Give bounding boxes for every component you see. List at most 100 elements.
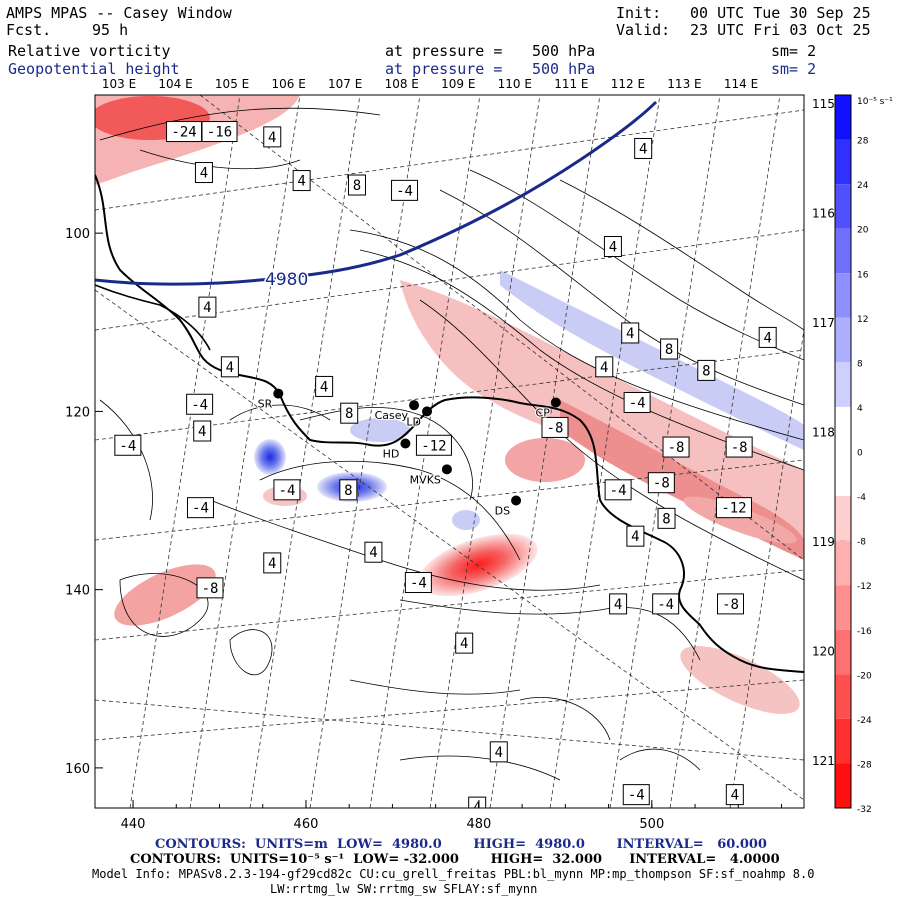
station-marker	[511, 495, 522, 506]
contour-value-label: 4	[263, 126, 282, 148]
contour-label-box	[626, 525, 645, 547]
contour-value-label: 4	[603, 236, 622, 258]
contour-label-text: -8	[668, 440, 685, 456]
contour-label-box	[193, 420, 212, 442]
contour-label-box	[455, 632, 474, 654]
vorticity-negative-area-5	[683, 496, 797, 544]
contour-label-text: 4	[200, 166, 208, 182]
colorbar-swatch	[835, 228, 851, 274]
contour-value-label: 4	[725, 784, 744, 806]
y-tick-label: 160	[65, 762, 90, 777]
station-label: HD	[383, 447, 400, 460]
contour-value-label: -4	[622, 784, 650, 806]
contour-value-label: -12	[715, 497, 752, 519]
contour-label-box	[263, 126, 282, 148]
field2-smoothing: sm= 2	[771, 60, 817, 78]
footer-model-physics: LW:rrtmg_lw SW:rrtmg_sw SFLAY:sf_mynn	[270, 882, 538, 896]
contour-value-label: 4	[194, 162, 213, 184]
contour-label-box	[415, 434, 452, 456]
contour-value-label: 4	[595, 356, 614, 378]
contour-value-label: 8	[347, 174, 366, 196]
field2-level: 500 hPa	[532, 60, 596, 78]
contour-label-box	[364, 541, 383, 563]
contour-label-text: 8	[665, 342, 673, 358]
field2-name: Geopotential height	[8, 60, 180, 78]
contour-label-text: -4	[628, 788, 645, 804]
contour-label-text: 4	[639, 141, 647, 157]
contour-value-label: 4	[193, 420, 212, 442]
colorbar-tick-label: 0	[857, 449, 863, 459]
contour-label-box	[725, 436, 753, 458]
field2-level-label: at pressure =	[385, 60, 503, 78]
fcst-label: Fcst.	[6, 21, 52, 39]
station-marker	[441, 464, 452, 475]
contour-label-text: 4	[614, 597, 622, 613]
init-label: Init:	[616, 4, 662, 22]
vorticity-negative-max	[418, 533, 538, 597]
top-longitude-label: 104 E	[158, 77, 192, 91]
colorbar-swatch	[835, 674, 851, 719]
contour-label-box	[621, 322, 640, 344]
colorbar-tick-label: 16	[857, 270, 869, 280]
contour-label-box	[347, 174, 366, 196]
station-label: MVKS	[410, 473, 441, 486]
colorbar-tick-label: -24	[857, 716, 872, 726]
contour-value-label: 4	[198, 296, 217, 318]
station-marker	[422, 406, 433, 417]
contour-value-label: 4	[621, 322, 640, 344]
top-longitude-label: 114 E	[724, 77, 758, 91]
contour-label-text: 4	[268, 130, 276, 146]
contour-label-text: -16	[207, 125, 232, 141]
contour-value-label: -4	[623, 391, 651, 413]
contour-label-text: 8	[702, 363, 710, 379]
contour-label-box	[340, 402, 359, 424]
colorbar-swatch	[835, 139, 851, 185]
station-label: Casey	[375, 409, 409, 422]
contour-label-box	[634, 137, 653, 159]
colorbar-tick-label: -32	[857, 805, 872, 815]
colorbar-unit-label: 10⁻⁵ s⁻¹	[857, 97, 893, 107]
contour-value-label: -4	[652, 593, 680, 615]
vorticity-negative-area-3	[505, 438, 585, 482]
top-longitude-label: 112 E	[611, 77, 645, 91]
contour-label-text: 4	[226, 360, 234, 376]
contour-value-label: -8	[647, 472, 675, 494]
contour-label-text: -4	[396, 183, 413, 199]
contour-value-label: 4	[489, 741, 508, 763]
contour-label-text: -4	[629, 395, 646, 411]
contour-label-text: -4	[657, 597, 674, 613]
colorbar-tick-label: 8	[857, 359, 863, 369]
contour-value-label: -4	[186, 497, 214, 519]
contour-value-label: 4	[455, 632, 474, 654]
top-longitude-label: 110 E	[498, 77, 532, 91]
vorticity-positive-area-4	[452, 510, 480, 530]
station-marker	[273, 388, 284, 399]
y-tick-label: 100	[65, 227, 90, 242]
contour-label-box	[541, 416, 569, 438]
x-axis: 440 460 480 500	[121, 800, 783, 832]
top-longitude-label: 105 E	[215, 77, 249, 91]
contour-label-box	[292, 170, 311, 192]
contour-label-text: 4	[731, 788, 739, 804]
colorbar-tick-label: 24	[857, 181, 869, 191]
colorbar-tick-label: -8	[857, 538, 866, 548]
contour-value-label: -16	[201, 121, 238, 143]
contour-label-text: 8	[344, 483, 352, 499]
colorbar-swatch	[835, 763, 851, 808]
colorbar-swatch	[835, 629, 851, 675]
contour-value-label: 4	[609, 593, 628, 615]
contour-label-box	[489, 741, 508, 763]
colorbar-swatch	[835, 540, 851, 586]
station-label: CP	[536, 406, 551, 419]
contour-label-box	[622, 784, 650, 806]
top-longitude-label: 103 E	[102, 77, 136, 91]
init-value: 00 UTC Tue 30 Sep 25	[690, 4, 871, 22]
contour-label-box	[114, 434, 142, 456]
contour-label-text: -4	[610, 483, 627, 499]
y-tick-label: 120	[65, 405, 90, 420]
colorbar-tick-label: 12	[857, 315, 868, 325]
contour-value-label: 4	[364, 541, 383, 563]
footer-contours-height: CONTOURS: UNITS=m LOW= 4980.0 HIGH= 4980…	[155, 837, 767, 852]
contour-label-text: 4	[268, 556, 276, 572]
y-tick-label: 140	[65, 584, 90, 599]
